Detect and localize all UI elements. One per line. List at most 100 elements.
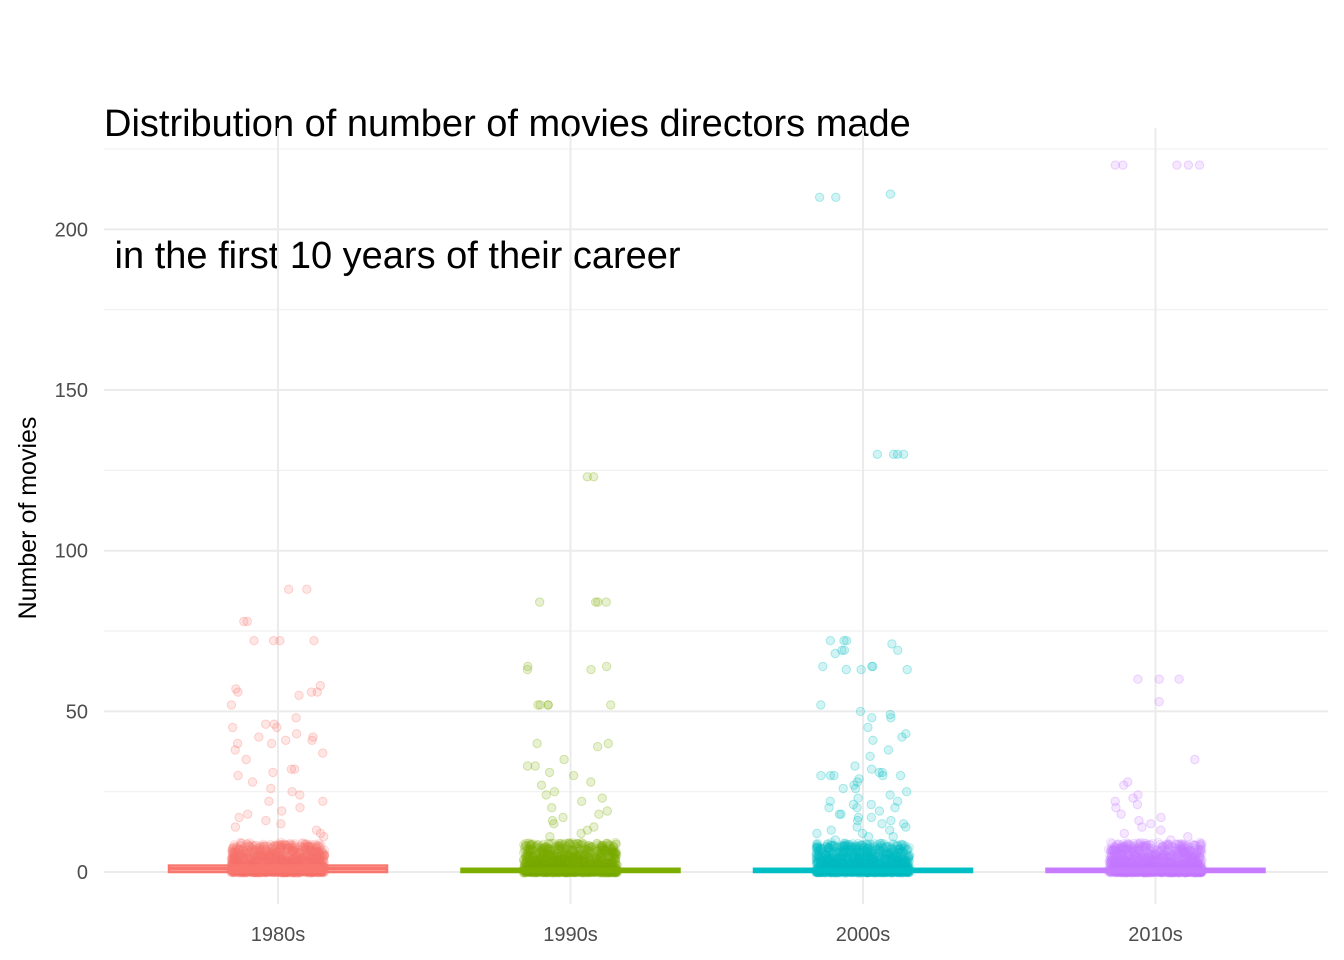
jitter-point	[594, 809, 604, 819]
jitter-point	[295, 803, 305, 813]
jitter-point	[264, 850, 275, 860]
jitter-point	[306, 854, 316, 864]
jitter-point	[234, 812, 244, 823]
jitter-point	[903, 852, 914, 862]
jitter-point	[890, 803, 900, 813]
jitter-point	[273, 850, 283, 860]
jitter-point	[814, 846, 824, 856]
jitter-point	[230, 855, 240, 865]
jitter-point	[272, 722, 282, 733]
jitter-point	[855, 706, 866, 717]
jitter-point	[601, 597, 611, 607]
jitter-point	[293, 855, 304, 865]
jitter-point	[275, 855, 286, 865]
jitter-point	[267, 844, 277, 854]
jitter-point	[264, 851, 274, 861]
jitter-point	[255, 847, 266, 858]
jitter-point	[254, 850, 264, 860]
jitter-point	[290, 850, 301, 860]
jitter-point	[281, 851, 291, 862]
jitter-point	[301, 839, 311, 849]
jitter-point	[244, 840, 254, 850]
jitter-point	[305, 844, 316, 854]
jitter-point	[315, 846, 325, 856]
jitter-point	[258, 839, 269, 849]
jitter-point	[868, 735, 878, 745]
jitter-point	[261, 853, 271, 864]
jitter-point	[851, 842, 862, 852]
jitter-point	[260, 851, 271, 861]
jitter-point	[568, 770, 579, 781]
jitter-point	[825, 636, 836, 646]
jitter-point	[285, 840, 295, 850]
jitter-point	[276, 843, 286, 853]
jitter-point	[838, 783, 848, 794]
jitter-point	[266, 783, 276, 794]
jitter-point	[250, 844, 260, 855]
jitter-point	[294, 852, 304, 862]
jitter-point	[229, 842, 240, 852]
jitter-point	[266, 851, 276, 861]
jitter-point	[253, 843, 263, 853]
jitter-point	[231, 844, 241, 854]
jitter-point	[236, 848, 246, 859]
jitter-point	[265, 853, 276, 863]
jitter-point	[279, 839, 289, 850]
jitter-point	[252, 848, 262, 858]
jitter-point	[586, 777, 596, 787]
jitter-point	[535, 597, 545, 607]
jitter-point	[606, 859, 616, 870]
jitter-point	[279, 843, 289, 853]
jitter-point	[901, 787, 912, 797]
jitter-point	[282, 852, 292, 862]
jitter-point	[831, 192, 841, 203]
jitter-point	[264, 850, 275, 861]
jitter-point	[309, 636, 319, 646]
jitter-point	[877, 819, 887, 829]
jitter-point	[292, 851, 302, 861]
jitter-point	[559, 754, 569, 765]
jitter-point	[241, 846, 252, 856]
jitter-point	[868, 661, 878, 672]
jitter-point	[294, 855, 304, 865]
jitter-point	[597, 793, 607, 803]
jitter-point	[299, 842, 310, 852]
jitter-point	[227, 846, 237, 857]
jitter-point	[294, 690, 304, 700]
jitter-point	[292, 853, 302, 863]
jitter-point	[267, 849, 277, 859]
jitter-point	[292, 854, 303, 864]
jitter-point	[228, 846, 238, 857]
jitter-point	[288, 845, 299, 856]
jitter-point	[245, 841, 255, 852]
jitter-point	[294, 847, 304, 858]
jitter-point	[818, 661, 828, 672]
jitter-point	[279, 839, 289, 849]
jitter-point	[895, 770, 906, 781]
jitter-point	[888, 832, 898, 842]
jitter-point	[230, 822, 241, 832]
jitter-point	[261, 815, 271, 826]
jitter-point	[268, 852, 278, 862]
jitter-point	[254, 732, 264, 742]
jitter-point	[227, 853, 237, 863]
jitter-point	[308, 853, 318, 863]
jitter-point	[249, 636, 259, 646]
jitter-point	[265, 847, 276, 857]
jitter-point	[255, 850, 265, 860]
jitter-point	[228, 854, 238, 865]
jitter-point	[300, 843, 310, 854]
jitter-point	[295, 790, 305, 800]
jitter-point	[267, 843, 277, 853]
jitter-point	[267, 843, 277, 853]
jitter-point	[303, 851, 313, 861]
jitter-point	[227, 847, 238, 857]
jitter-point	[286, 849, 296, 859]
jitter-point	[233, 770, 243, 781]
jitter-point	[298, 852, 309, 863]
jitter-point	[291, 729, 302, 739]
jitter-point	[303, 850, 314, 860]
jitter-point	[316, 840, 326, 851]
jitter-point	[837, 847, 847, 857]
